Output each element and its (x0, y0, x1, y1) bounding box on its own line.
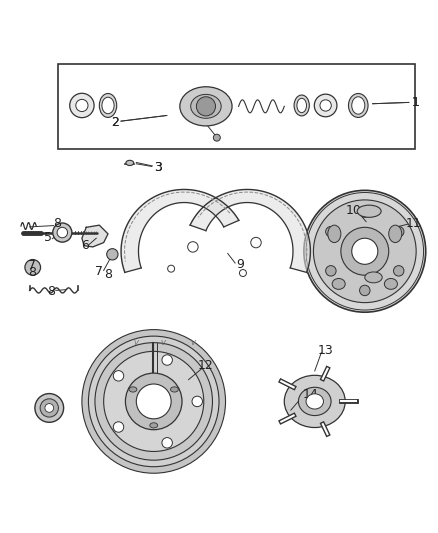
Ellipse shape (294, 95, 309, 116)
Circle shape (40, 399, 58, 417)
Text: 11: 11 (406, 217, 422, 230)
Circle shape (45, 403, 53, 413)
Text: 1: 1 (412, 96, 420, 109)
Circle shape (360, 285, 370, 296)
Circle shape (304, 190, 426, 312)
Circle shape (95, 343, 212, 460)
Ellipse shape (385, 278, 397, 289)
Circle shape (53, 223, 72, 242)
Circle shape (88, 336, 219, 467)
Circle shape (352, 238, 378, 264)
Text: 15: 15 (40, 400, 57, 413)
Ellipse shape (365, 272, 382, 283)
Circle shape (314, 94, 337, 117)
Text: 9: 9 (236, 258, 244, 271)
Ellipse shape (129, 387, 137, 392)
Ellipse shape (297, 98, 307, 112)
Ellipse shape (306, 394, 323, 409)
Text: 2: 2 (112, 116, 119, 130)
Text: V: V (191, 340, 195, 346)
Ellipse shape (191, 94, 221, 118)
Text: 6: 6 (81, 239, 89, 252)
Polygon shape (190, 189, 311, 272)
Ellipse shape (352, 97, 365, 114)
Text: 7: 7 (28, 259, 36, 272)
Ellipse shape (349, 93, 368, 117)
Text: 3: 3 (154, 161, 162, 174)
Circle shape (113, 370, 124, 381)
Ellipse shape (284, 375, 345, 427)
Text: 13: 13 (318, 344, 333, 357)
Circle shape (326, 227, 336, 237)
Ellipse shape (126, 160, 134, 166)
Text: 8: 8 (28, 265, 36, 279)
Circle shape (82, 329, 226, 473)
Text: 1: 1 (412, 96, 420, 109)
Circle shape (196, 97, 215, 116)
Text: 8: 8 (53, 217, 61, 230)
Text: 10: 10 (346, 204, 362, 217)
Text: 3: 3 (154, 161, 162, 174)
Text: 14: 14 (303, 389, 318, 401)
Ellipse shape (102, 97, 114, 114)
Circle shape (57, 228, 67, 238)
Circle shape (341, 228, 389, 275)
Circle shape (320, 100, 331, 111)
Text: 8: 8 (104, 268, 112, 281)
Bar (58, 64, 415, 149)
Ellipse shape (170, 387, 178, 392)
Circle shape (35, 393, 64, 422)
Polygon shape (121, 189, 239, 272)
Circle shape (393, 227, 404, 237)
Polygon shape (82, 225, 108, 247)
Ellipse shape (357, 205, 381, 217)
Ellipse shape (99, 93, 117, 117)
Text: V: V (160, 340, 165, 346)
Text: 5: 5 (44, 231, 53, 244)
Ellipse shape (298, 387, 331, 416)
Circle shape (136, 384, 171, 419)
Text: 8: 8 (47, 285, 56, 298)
Circle shape (360, 207, 370, 217)
Circle shape (213, 134, 220, 141)
Text: V: V (134, 340, 139, 346)
Circle shape (162, 438, 173, 448)
Circle shape (76, 99, 88, 111)
Text: 12: 12 (198, 359, 214, 372)
Circle shape (25, 260, 41, 275)
Ellipse shape (389, 225, 402, 243)
Circle shape (107, 249, 118, 260)
Circle shape (314, 200, 416, 303)
Circle shape (393, 265, 404, 276)
Ellipse shape (328, 225, 341, 243)
Text: 7: 7 (95, 265, 103, 278)
Ellipse shape (180, 87, 232, 126)
Ellipse shape (332, 278, 345, 289)
Circle shape (326, 265, 336, 276)
Circle shape (113, 422, 124, 432)
Text: 2: 2 (112, 116, 119, 130)
Ellipse shape (150, 423, 158, 428)
Circle shape (125, 373, 182, 430)
Circle shape (192, 396, 202, 407)
Circle shape (70, 93, 94, 118)
Circle shape (104, 351, 204, 451)
Circle shape (162, 355, 173, 365)
